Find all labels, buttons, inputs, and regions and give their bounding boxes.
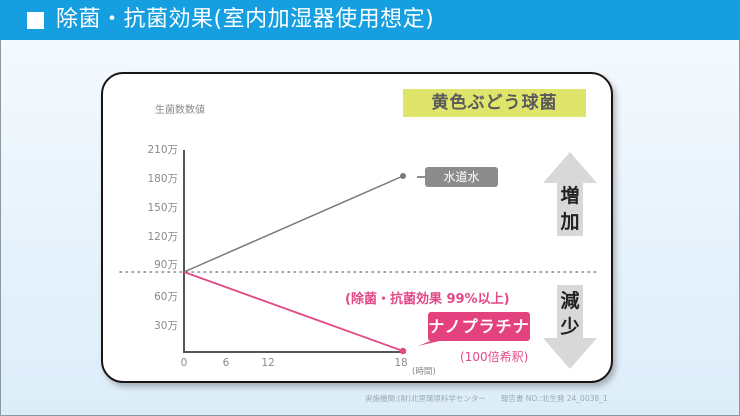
arrow-down-icon: [543, 285, 597, 369]
decrease-label-1: 減: [560, 290, 580, 312]
header-bar: 除菌・抗菌効果(室内加湿器使用想定): [0, 0, 740, 40]
chart-title: 黄色ぶどう球菌: [431, 93, 558, 113]
y-tick-label: 150万: [147, 202, 178, 214]
page-title: 除菌・抗菌効果(室内加湿器使用想定): [56, 7, 435, 32]
y-axis-title: 生菌数数値: [155, 105, 205, 116]
series-point-tapwater: [400, 173, 406, 179]
x-tick-label: 6: [222, 357, 230, 369]
y-tick-label: 180万: [147, 173, 178, 185]
decrease-label-2: 少: [560, 316, 580, 338]
x-tick-label: 12: [261, 357, 275, 369]
increase-label-1: 増: [560, 185, 580, 207]
series-label-nanoplatinum: ナノプラチナ: [428, 312, 530, 341]
y-tick-label: 120万: [147, 231, 178, 243]
x-axis-unit: (時間): [412, 367, 436, 377]
dilution-note: (100倍希釈): [460, 350, 529, 364]
effect-note: (除菌・抗菌効果 99%以上): [345, 292, 510, 307]
series-line-tapwater: [183, 175, 404, 273]
y-tick-label: 60万: [154, 291, 178, 303]
series-point-nanoplatinum: [399, 347, 407, 355]
y-tick-label: 210万: [147, 144, 178, 156]
y-tick-label: 30万: [154, 320, 178, 332]
x-tick-label: 0: [180, 357, 188, 369]
arrow-up-icon: [543, 152, 597, 236]
increase-label-2: 加: [560, 211, 580, 233]
footer-source: 実施機関:(財)北里環境科学センター 報告書 NO.:北生発 24_0038_1: [365, 394, 608, 403]
series-label-tapwater: 水道水: [425, 167, 498, 187]
series-line-nanoplatinum: [183, 271, 404, 352]
square-bullet-icon: [27, 12, 44, 29]
x-tick-label: 18: [394, 357, 408, 369]
gray-callout-tail: [417, 176, 427, 178]
y-tick-label: 90万: [154, 259, 178, 271]
chart-title-highlight: [403, 89, 586, 117]
